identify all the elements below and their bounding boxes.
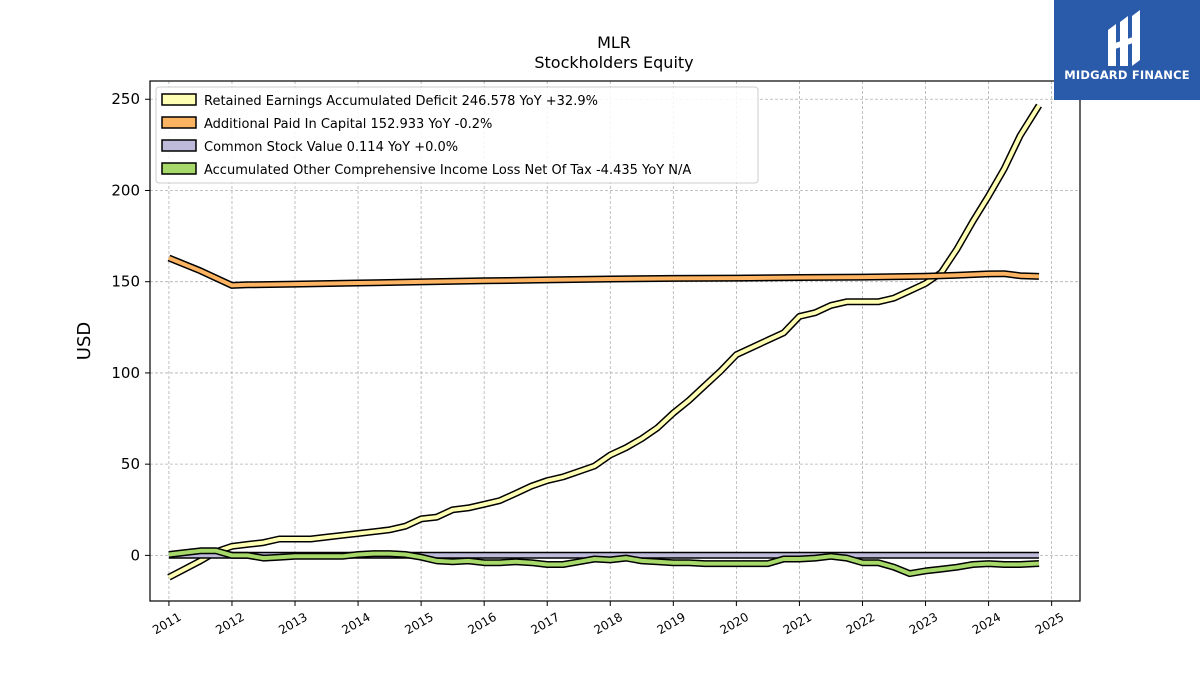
y-axis-label: USD xyxy=(74,322,95,360)
legend-swatch xyxy=(161,162,197,175)
y-tick-label: 100 xyxy=(111,364,140,382)
y-tick-label: 150 xyxy=(111,273,140,291)
y-tick-label: 250 xyxy=(111,90,140,108)
x-tick-label: 2020 xyxy=(718,610,751,637)
logo-mark-icon xyxy=(1108,10,1140,66)
series-layer xyxy=(167,103,1042,581)
legend-box xyxy=(155,86,759,184)
legend-label: Additional Paid In Capital 152.933 YoY -… xyxy=(204,117,492,132)
x-tick-label: 2017 xyxy=(528,610,561,637)
x-tick-label: 2016 xyxy=(465,610,498,637)
x-tick-label: 2014 xyxy=(339,610,372,637)
x-tick-label: 2023 xyxy=(907,610,940,637)
x-tick-label: 2012 xyxy=(213,610,246,637)
midgard-finance-logo: MIDGARD FINANCE xyxy=(1054,0,1200,100)
x-tick-label: 2025 xyxy=(1033,610,1066,637)
y-tick-label: 50 xyxy=(121,455,140,473)
series-line-additional-paid-in-capital xyxy=(168,256,1040,288)
x-tick-label: 2021 xyxy=(781,610,814,637)
plot-frame xyxy=(149,80,1081,602)
logo-text: MIDGARD FINANCE xyxy=(1064,68,1190,82)
series-line-accumulated-other-comprehensive-income-loss-net-of-tax xyxy=(168,548,1040,576)
legend-swatch xyxy=(161,116,197,129)
x-tick-label: 2013 xyxy=(276,610,309,637)
y-tick-label: 200 xyxy=(111,181,140,199)
x-tick-label: 2015 xyxy=(402,610,435,637)
legend-swatch xyxy=(161,139,197,152)
chart-title: MLR xyxy=(597,33,631,52)
series-line-retained-earnings-accumulated-deficit xyxy=(167,104,1041,580)
chart-subtitle: Stockholders Equity xyxy=(534,53,693,72)
x-tick-label: 2024 xyxy=(970,610,1003,637)
x-tick-label: 2011 xyxy=(150,610,183,637)
x-tick-label: 2018 xyxy=(592,610,625,637)
x-tick-label: 2022 xyxy=(844,610,877,637)
y-tick-label: 0 xyxy=(130,546,140,564)
legend-swatch xyxy=(161,93,197,106)
x-tick-label: 2019 xyxy=(655,610,688,637)
legend-label: Accumulated Other Comprehensive Income L… xyxy=(204,163,691,178)
series-outline-additional-paid-in-capital xyxy=(167,254,1040,289)
legend: Retained Earnings Accumulated Deficit 24… xyxy=(155,86,759,184)
legend-label: Retained Earnings Accumulated Deficit 24… xyxy=(204,94,598,109)
legend-label: Common Stock Value 0.114 YoY +0.0% xyxy=(204,140,458,155)
